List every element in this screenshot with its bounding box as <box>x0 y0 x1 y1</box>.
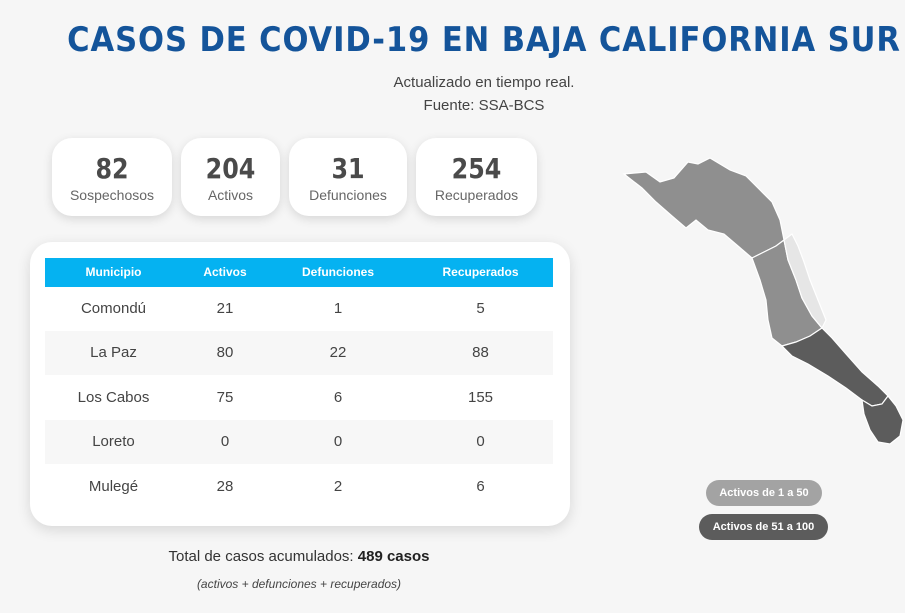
stat-label: Sospechosos <box>69 187 155 203</box>
map-region-los-cabos[interactable] <box>861 395 904 445</box>
cell-activos: 75 <box>216 389 234 406</box>
column-header-defunciones: Defunciones <box>301 265 374 279</box>
stat-value: 31 <box>331 152 365 185</box>
source-note: Fuente: SSA-BCS <box>423 97 545 114</box>
cell-activos: 28 <box>216 478 234 495</box>
stat-card-defunciones: 31 Defunciones <box>289 138 407 216</box>
total-cases: Total de casos acumulados: 489 casos <box>0 548 598 565</box>
cell-defunciones: 6 <box>333 389 343 406</box>
cell-activos: 21 <box>216 300 234 317</box>
cell-recuperados: 155 <box>467 389 494 406</box>
cell-recuperados: 5 <box>476 300 485 317</box>
table-header: Municipio Activos Defunciones Recuperado… <box>45 258 553 287</box>
cell-activos: 80 <box>216 344 234 361</box>
cell-municipio: Loreto <box>92 433 135 450</box>
stat-label: Defunciones <box>309 187 387 203</box>
total-value: 489 casos <box>357 548 430 565</box>
total-label: Total de casos acumulados: <box>168 548 354 565</box>
cell-municipio: Mulegé <box>88 478 139 495</box>
cell-defunciones: 1 <box>333 300 343 317</box>
cell-defunciones: 22 <box>329 344 347 361</box>
stat-card-activos: 204 Activos <box>181 138 280 216</box>
legend-activos-1-50: Activos de 1 a 50 <box>706 480 822 506</box>
stat-value: 82 <box>95 152 129 185</box>
stat-label: Activos <box>207 187 254 203</box>
cell-recuperados: 88 <box>472 344 489 361</box>
table-row: La Paz 80 22 88 <box>45 331 553 375</box>
stat-card-sospechosos: 82 Sospechosos <box>52 138 172 216</box>
cell-municipio: Los Cabos <box>77 389 150 406</box>
stat-value: 254 <box>451 152 502 185</box>
stat-card-recuperados: 254 Recuperados <box>416 138 537 216</box>
total-note: (activos + defunciones + recuperados) <box>196 577 402 591</box>
bcs-municipios-map <box>622 157 904 445</box>
page-title: CASOS DE COVID-19 EN BAJA CALIFORNIA SUR <box>67 20 901 60</box>
map-region-loreto[interactable] <box>783 233 827 330</box>
legend-activos-51-100: Activos de 51 a 100 <box>699 514 828 540</box>
table-row: Comondú 21 1 5 <box>45 287 553 331</box>
cell-recuperados: 6 <box>476 478 485 495</box>
cell-defunciones: 0 <box>333 433 343 450</box>
column-header-recuperados: Recuperados <box>442 265 519 279</box>
municipios-table: Municipio Activos Defunciones Recuperado… <box>30 242 570 526</box>
cell-activos: 0 <box>220 433 230 450</box>
table-row: Mulegé 28 2 6 <box>45 465 553 509</box>
update-note: Actualizado en tiempo real. <box>393 74 575 91</box>
stat-label: Recuperados <box>434 187 519 203</box>
table-row: Los Cabos 75 6 155 <box>45 376 553 420</box>
stat-value: 204 <box>205 152 256 185</box>
cell-municipio: Comondú <box>80 300 147 317</box>
map-region-mulege[interactable] <box>622 157 785 259</box>
cell-recuperados: 0 <box>476 433 485 450</box>
cell-defunciones: 2 <box>333 478 343 495</box>
column-header-municipio: Municipio <box>85 265 142 279</box>
table-row: Loreto 0 0 0 <box>45 420 553 464</box>
cell-municipio: La Paz <box>90 344 137 361</box>
column-header-activos: Activos <box>203 265 247 279</box>
